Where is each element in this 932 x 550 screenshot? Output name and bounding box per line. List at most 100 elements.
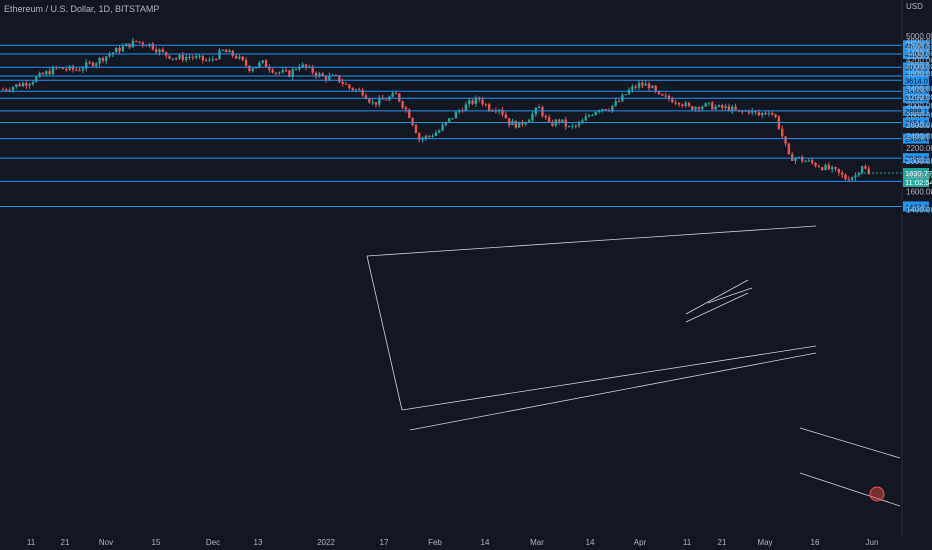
price-tick-label: 2200.00 [906, 144, 932, 153]
candle-body [348, 84, 351, 89]
candle-body [524, 122, 528, 125]
candle-body [844, 174, 847, 180]
candle-body [751, 110, 754, 113]
candle-body [51, 67, 55, 75]
candle-body [468, 100, 471, 105]
candle-body [757, 112, 761, 116]
candle-body [178, 55, 181, 59]
candle-body [867, 168, 870, 175]
candle-body [105, 56, 108, 62]
candle-body [860, 166, 864, 174]
time-tick-label: 21 [718, 538, 727, 547]
candle-body [258, 62, 261, 67]
level-badge-bg [903, 153, 929, 164]
candle-body [591, 115, 594, 117]
trendline [799, 472, 901, 507]
level-badge-label: 4380.64 [905, 50, 932, 59]
candle-body [65, 69, 68, 71]
candle-body [531, 113, 534, 121]
candle-body [764, 112, 767, 114]
candle-body [567, 126, 571, 128]
level-badge-label: 2356.45 [905, 135, 932, 144]
candle-body [617, 101, 621, 103]
candle-body [5, 89, 8, 91]
candle-body [441, 125, 444, 131]
level-badge-label: 2888.15 [905, 107, 932, 116]
candle-body [95, 63, 98, 67]
candle-body [391, 93, 394, 97]
candle-body [314, 72, 318, 77]
candle-body [674, 102, 677, 104]
price-axis-unit: USD [906, 2, 923, 11]
candle-body [394, 93, 398, 95]
candle-body [850, 177, 854, 181]
candle-body [594, 112, 597, 116]
candle-body [474, 97, 478, 104]
candle-body [514, 120, 518, 128]
candle-body [341, 81, 344, 84]
candle-body [771, 113, 774, 115]
level-badge: 2888.15 [903, 105, 932, 116]
candle-body [624, 94, 627, 96]
level-badge-label: 3614.07 [905, 76, 932, 85]
trendlines-layer [366, 225, 901, 507]
candle-body [38, 73, 41, 77]
candle-body [361, 89, 364, 96]
candle-body [414, 125, 418, 134]
candle-body [824, 164, 827, 171]
candle-body [271, 69, 274, 73]
candle-body [814, 162, 817, 167]
candle-body [487, 104, 491, 111]
level-badge: 4380.64 [903, 49, 932, 60]
candle-body [351, 88, 354, 91]
candle-body [654, 85, 657, 92]
candle-body [517, 121, 521, 128]
candle-body [321, 73, 324, 77]
candle-body [418, 133, 421, 140]
candle-body [451, 118, 454, 120]
candle-body [857, 173, 861, 176]
price-tick-label: 3800.00 [906, 69, 932, 78]
level-badge-bg [903, 93, 929, 104]
price-tick-label: 2400.00 [906, 132, 932, 141]
candle-body [438, 130, 441, 133]
candle-body [224, 49, 228, 53]
trendline [707, 287, 753, 304]
candle-body [324, 76, 328, 80]
candle-body [198, 55, 201, 57]
price-tick-label: 4200.00 [906, 56, 932, 65]
candle-body [111, 52, 115, 55]
time-tick-label: Jun [866, 538, 879, 547]
candle-body [471, 100, 474, 104]
candle-body [781, 128, 784, 137]
time-tick-label: 21 [61, 538, 70, 547]
candle-body [601, 109, 604, 111]
trendline [409, 352, 817, 431]
candle-body [747, 110, 751, 113]
candle-body [151, 43, 155, 50]
candle-body [328, 75, 331, 80]
candle-body [687, 102, 691, 107]
candle-body [774, 114, 777, 117]
candle-body [830, 167, 834, 170]
candle-body [694, 107, 697, 110]
candle-body [115, 47, 118, 53]
candle-body [714, 106, 717, 110]
candle-body [677, 102, 681, 105]
candle-body [338, 75, 341, 82]
candle-body [787, 143, 791, 155]
candle-body [118, 47, 121, 52]
candle-body [537, 106, 541, 109]
candle-body [727, 106, 731, 111]
candle-body [21, 83, 25, 87]
candle-body [664, 95, 667, 97]
candle-body [834, 167, 837, 169]
candle-body [501, 109, 504, 115]
candle-body [707, 102, 711, 104]
level-badge-bg [903, 201, 929, 212]
candle-body [697, 107, 701, 110]
candle-body [58, 67, 61, 69]
candle-body [11, 87, 15, 91]
candle-body [810, 160, 814, 163]
